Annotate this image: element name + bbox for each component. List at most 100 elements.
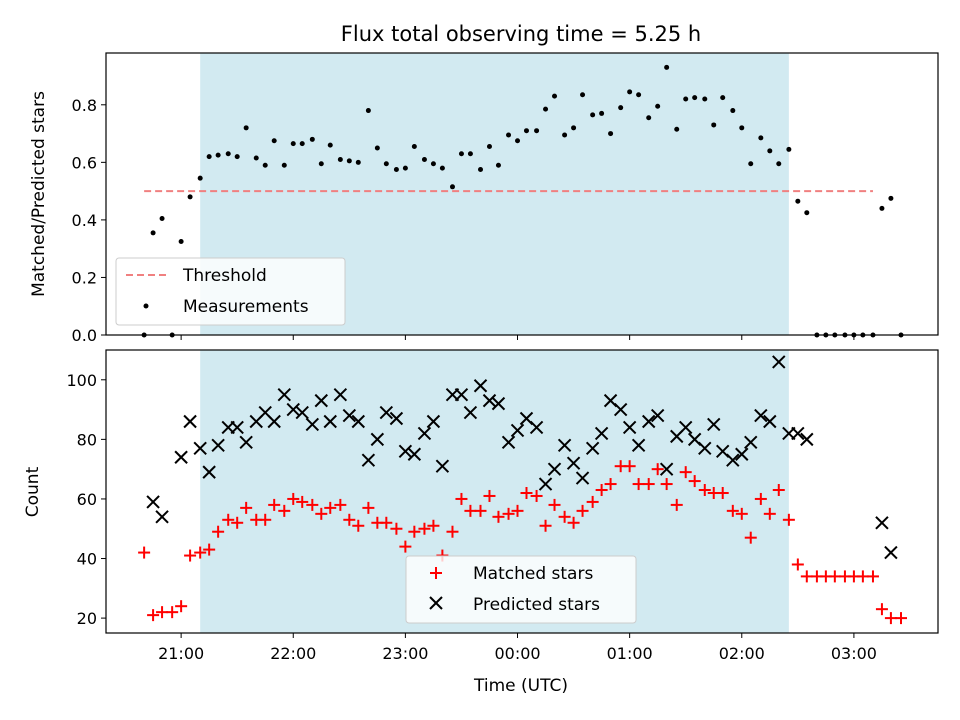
measurement-point xyxy=(786,146,792,152)
measurement-point xyxy=(290,141,296,147)
matched-stars-point xyxy=(306,498,319,511)
matched-stars-point xyxy=(362,501,375,514)
y-tick-label: 0.0 xyxy=(72,326,97,345)
matched-stars-point xyxy=(651,463,664,476)
x-axis-label: Time (UTC) xyxy=(473,676,568,696)
predicted-stars-point xyxy=(631,438,646,453)
measurement-point xyxy=(748,161,754,167)
x-diag-2 xyxy=(174,450,188,464)
measurement-point xyxy=(206,154,212,160)
matched-stars-point xyxy=(138,546,151,559)
matched-stars-point xyxy=(427,519,440,532)
predicted-stars-point xyxy=(211,438,225,453)
x-diag-2 xyxy=(650,408,665,423)
x-diag-2 xyxy=(323,414,337,429)
x-diag-2 xyxy=(314,393,328,408)
predicted-legend-label: Predicted stars xyxy=(473,595,600,615)
predicted-stars-point xyxy=(370,432,385,447)
x-diag-2 xyxy=(155,510,169,524)
predicted-stars-point xyxy=(305,417,320,432)
measurement-point xyxy=(730,108,736,114)
ratio-points xyxy=(141,64,904,338)
x-diag-2 xyxy=(603,393,618,408)
measurement-point xyxy=(608,131,614,137)
predicted-stars-point xyxy=(435,459,450,473)
x-diag-2 xyxy=(585,441,600,456)
counts-legend: Matched stars Predicted stars xyxy=(405,555,637,624)
x-diag-2 xyxy=(763,414,777,429)
x-diag-2 xyxy=(641,414,656,429)
x-diag-2 xyxy=(361,453,376,467)
matched-stars-point xyxy=(203,543,216,556)
matched-stars-point xyxy=(474,504,487,517)
x-diag-2 xyxy=(772,355,786,369)
matched-stars-point xyxy=(483,489,496,502)
predicted-stars-point xyxy=(622,420,637,435)
x-diag-2 xyxy=(519,411,534,426)
x-tick-label: 00:00 xyxy=(494,644,540,663)
matched-stars-point xyxy=(343,513,356,526)
measurement-point xyxy=(543,106,549,112)
x-diag-2 xyxy=(435,459,450,473)
predicted-stars-point xyxy=(473,379,488,393)
predicted-stars-point xyxy=(361,453,376,467)
matched-stars-point xyxy=(735,507,748,520)
matched-stars-point xyxy=(352,519,365,532)
measurement-point xyxy=(225,151,231,157)
predicted-stars-point xyxy=(202,465,216,479)
matched-stars-point xyxy=(147,609,160,622)
x-diag-2 xyxy=(417,426,432,441)
x-diag-2 xyxy=(566,456,581,470)
y-tick-label: 100 xyxy=(66,371,97,390)
ratio-axes-frame xyxy=(105,52,939,336)
measurement-point xyxy=(515,138,521,144)
predicted-stars-point xyxy=(585,441,600,456)
predicted-stars-point xyxy=(379,405,394,420)
matched-stars-point xyxy=(390,522,403,535)
matched-stars-point xyxy=(212,525,225,538)
matched-stars-point xyxy=(716,486,729,499)
matched-legend-marker xyxy=(430,567,442,579)
y-tick-label: 0.8 xyxy=(72,96,97,115)
predicted-stars-point xyxy=(482,393,497,408)
x-diag-2 xyxy=(679,420,693,435)
matched-stars-point xyxy=(642,478,655,491)
matched-stars-point xyxy=(194,546,207,559)
measurement-point xyxy=(449,184,455,190)
measurement-point xyxy=(562,132,568,138)
x-diag-2 xyxy=(529,420,544,435)
measurement-point xyxy=(243,125,249,131)
matched-stars-point xyxy=(744,531,757,544)
measurement-point xyxy=(683,96,689,102)
measurement-point xyxy=(627,89,633,95)
predicted-stars-point xyxy=(800,432,814,447)
predicted-stars-point xyxy=(193,441,207,456)
matched-stars-point xyxy=(268,498,281,511)
measurement-point xyxy=(767,148,773,154)
measurement-point xyxy=(327,142,333,148)
predicted-stars-point xyxy=(398,444,413,458)
x-tick-label: 02:00 xyxy=(719,644,765,663)
measurement-point xyxy=(534,128,540,134)
measurement-point xyxy=(580,92,586,98)
y-tick-label: 60 xyxy=(77,490,97,509)
measurement-point xyxy=(739,125,745,131)
measurement-point xyxy=(187,194,193,200)
matched-stars-point xyxy=(623,460,636,473)
x-diag-2 xyxy=(426,414,441,429)
measurement-point xyxy=(599,110,605,116)
predicted-stars-point xyxy=(726,453,740,467)
predicted-stars-point xyxy=(239,435,253,450)
matched-stars-point xyxy=(875,603,888,616)
matched-stars-point xyxy=(763,507,776,520)
predicted-stars-point xyxy=(314,393,328,408)
matched-stars-point xyxy=(520,486,533,499)
predicted-stars-point xyxy=(230,420,244,435)
chart-title: Flux total observing time = 5.25 h xyxy=(341,22,701,46)
predicted-stars-point xyxy=(884,545,898,560)
matched-stars-point xyxy=(380,516,393,529)
matched-stars-point xyxy=(726,504,739,517)
measurement-point xyxy=(337,156,343,162)
x-diag-2 xyxy=(342,408,357,423)
measurement-point xyxy=(478,167,484,173)
